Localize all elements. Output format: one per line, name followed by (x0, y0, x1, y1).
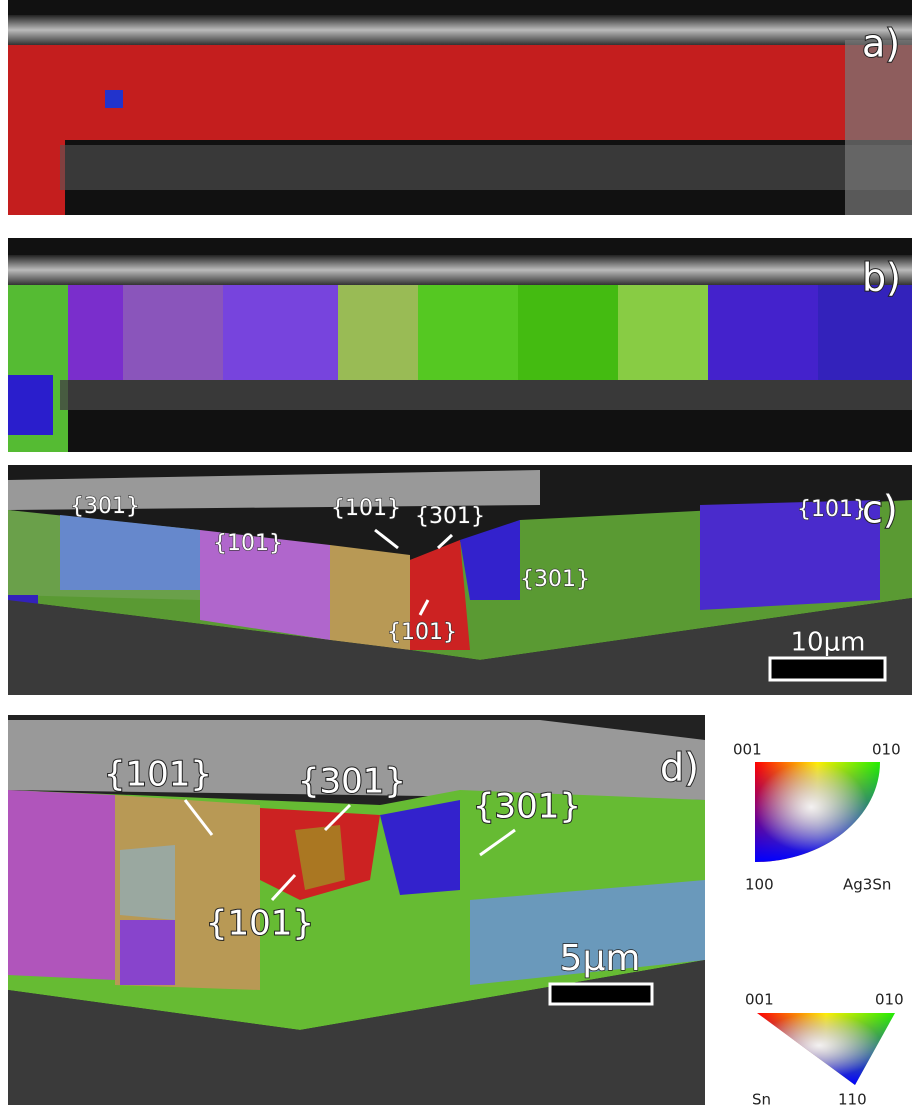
panel-b: b) (8, 238, 912, 452)
scale-bar-label: 5μm (560, 938, 641, 979)
annotation: {301} (298, 762, 406, 802)
panel-label: b) (862, 256, 901, 300)
annotation: {101} (104, 755, 212, 795)
key-label: 001 (733, 741, 762, 759)
color-key: 001 010 100 Ag3Sn (733, 741, 901, 894)
key-label: 010 (875, 991, 904, 1009)
panel-label: a) (862, 22, 900, 66)
annotation: {101} (387, 620, 457, 645)
annotation: {101} (206, 904, 314, 944)
panel-d: {101} {301} {301} {101} d) 5μm (8, 715, 705, 1105)
annotation: {301} (415, 504, 485, 529)
annotation: {301} (473, 787, 581, 827)
figure: a) b) {301} {101} {101} {301} (0, 0, 920, 1109)
key-label: Sn (752, 1091, 771, 1109)
key-label: Ag3Sn (843, 876, 891, 894)
panel-c: {301} {101} {101} {301} {101} {301} {101… (8, 465, 912, 695)
color-key: 001 010 Sn 110 (745, 991, 904, 1109)
annotation: {301} (70, 494, 140, 519)
annotation: {101} (213, 531, 283, 556)
panel-label: d) (660, 746, 699, 790)
scale-bar (770, 658, 885, 680)
scale-bar-label: 10μm (791, 628, 866, 658)
key-label: 010 (872, 741, 901, 759)
panel-label: c) (862, 488, 898, 532)
key-label: 100 (745, 876, 774, 894)
annotation: {301} (520, 567, 590, 592)
scale-bar (550, 984, 652, 1004)
panel-a: a) (8, 0, 912, 215)
key-label: 001 (745, 991, 774, 1009)
annotation: {101} (331, 496, 401, 521)
annotation: {101} (797, 497, 867, 522)
key-label: 110 (838, 1091, 867, 1109)
